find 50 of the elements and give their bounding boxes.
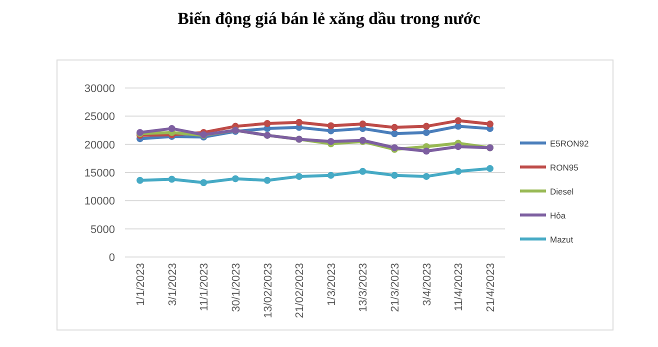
x-tick-label: 21/3/2023 <box>390 263 402 312</box>
legend-label: RON95 <box>550 162 579 172</box>
point <box>391 172 398 179</box>
x-tick-label: 21/02/2023 <box>294 263 306 318</box>
x-tick-label: 13/3/2023 <box>358 263 370 312</box>
y-tick-label: 0 <box>108 252 115 264</box>
point <box>232 175 239 182</box>
point <box>168 125 176 132</box>
point <box>391 124 398 131</box>
point <box>454 117 462 124</box>
point <box>359 168 366 175</box>
x-tick-label: 13/02/2023 <box>262 263 274 318</box>
point <box>454 143 462 150</box>
y-tick-label: 30000 <box>84 83 115 95</box>
point <box>359 120 366 128</box>
point <box>264 120 271 127</box>
x-tick-label: 3/4/2023 <box>421 263 434 306</box>
legend-label: E5RON92 <box>550 138 590 148</box>
point <box>136 176 144 184</box>
x-tick-label: 11/1/2023 <box>198 263 211 312</box>
point <box>422 129 430 136</box>
y-tick-label: 15000 <box>84 168 115 180</box>
point <box>422 172 430 180</box>
chart-title: Biến động giá bán lẻ xăng dầu trong nước <box>178 9 481 28</box>
point <box>296 172 303 180</box>
point <box>327 122 334 130</box>
point <box>264 176 271 184</box>
point <box>168 176 176 183</box>
legend-label: Diesel <box>550 186 574 196</box>
legend-label: Mazut <box>550 234 574 244</box>
y-tick-label: 20000 <box>84 139 115 152</box>
y-tick-label: 10000 <box>84 196 115 208</box>
x-tick-label: 21/4/2023 <box>485 263 497 312</box>
x-tick-label: 1/1/2023 <box>135 263 147 306</box>
x-tick-label: 30/1/2023 <box>230 263 242 312</box>
point <box>296 118 303 126</box>
y-tick-label: 5000 <box>90 224 115 236</box>
point <box>327 172 334 179</box>
x-tick-label: 3/1/2023 <box>166 263 179 306</box>
point <box>391 130 398 138</box>
y-tick-label: 25000 <box>84 111 115 124</box>
point <box>422 122 430 130</box>
point <box>200 179 208 186</box>
point <box>422 148 430 155</box>
point <box>486 165 494 172</box>
point <box>454 168 462 175</box>
x-tick-label: 11/4/2023 <box>453 263 466 312</box>
point <box>486 120 494 128</box>
x-tick-label: 1/3/2023 <box>326 263 338 306</box>
legend-label: Hỏa <box>550 210 566 220</box>
